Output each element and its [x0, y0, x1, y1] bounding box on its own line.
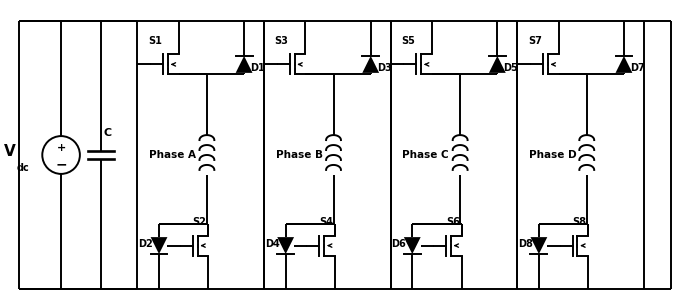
Text: Phase B: Phase B — [276, 150, 323, 160]
Polygon shape — [616, 56, 632, 73]
Text: S2: S2 — [192, 217, 207, 227]
Text: D8: D8 — [518, 239, 533, 249]
Text: D2: D2 — [138, 239, 153, 249]
Text: Phase C: Phase C — [402, 150, 449, 160]
Text: S7: S7 — [528, 36, 542, 47]
Polygon shape — [530, 237, 547, 254]
Text: Phase A: Phase A — [149, 150, 196, 160]
Text: D7: D7 — [630, 63, 645, 73]
Text: $\mathbf{V}$: $\mathbf{V}$ — [3, 143, 16, 159]
Text: S8: S8 — [573, 217, 586, 227]
Text: D6: D6 — [392, 239, 406, 249]
Text: Phase D: Phase D — [529, 150, 577, 160]
Polygon shape — [236, 56, 253, 73]
Polygon shape — [404, 237, 421, 254]
Text: S1: S1 — [148, 36, 162, 47]
Polygon shape — [489, 56, 506, 73]
Text: D4: D4 — [265, 239, 279, 249]
Text: D5: D5 — [503, 63, 518, 73]
Text: S6: S6 — [446, 217, 460, 227]
Text: C: C — [103, 128, 112, 138]
Text: D3: D3 — [377, 63, 391, 73]
Text: S4: S4 — [319, 217, 333, 227]
Text: D1: D1 — [250, 63, 265, 73]
Text: +: + — [56, 143, 66, 153]
Text: dc: dc — [17, 163, 30, 173]
Text: S5: S5 — [401, 36, 415, 47]
Polygon shape — [277, 237, 294, 254]
Text: S3: S3 — [275, 36, 288, 47]
Text: −: − — [55, 157, 67, 171]
Polygon shape — [362, 56, 379, 73]
Polygon shape — [151, 237, 167, 254]
